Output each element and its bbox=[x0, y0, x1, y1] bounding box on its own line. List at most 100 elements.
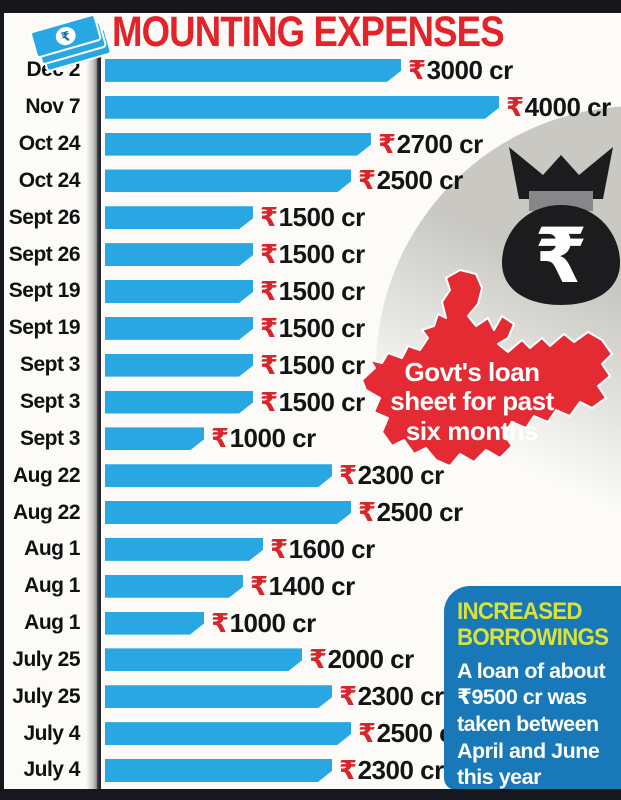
rupee-sign: ₹ bbox=[358, 166, 376, 197]
value-bar bbox=[105, 685, 332, 708]
rupee-symbol: ₹ bbox=[535, 211, 588, 300]
row-value-label: ₹1500 cr bbox=[260, 276, 365, 307]
chart-row: Aug 22 ₹2300 cr bbox=[4, 457, 621, 494]
amount-text: 1500 cr bbox=[278, 349, 366, 380]
chart-row: July 4 ₹2300 cr bbox=[4, 752, 621, 789]
amount-text: 2500 cr bbox=[376, 497, 464, 528]
chart-axis bbox=[86, 52, 101, 790]
info-body-line: April and June bbox=[457, 738, 600, 763]
map-callout-line: sheet for past bbox=[390, 386, 554, 417]
row-value-label: ₹2300 cr bbox=[339, 755, 444, 786]
bag-body bbox=[501, 205, 621, 305]
amount-text: 1500 cr bbox=[278, 275, 366, 306]
row-date-label: July 4 bbox=[23, 721, 80, 745]
value-bar bbox=[105, 722, 351, 745]
row-date-label: Oct 24 bbox=[18, 168, 81, 192]
row-date-label: Sept 19 bbox=[8, 316, 81, 340]
row-value-label: ₹4000 cr bbox=[506, 92, 611, 123]
row-value-label: ₹1500 cr bbox=[260, 350, 365, 381]
value-bar bbox=[105, 317, 253, 340]
amount-text: 2700 cr bbox=[396, 128, 484, 159]
rupee-sign: ₹ bbox=[250, 571, 268, 602]
value-bar bbox=[105, 759, 332, 782]
row-value-label: ₹2300 cr bbox=[339, 460, 444, 491]
row-date-label: July 25 bbox=[12, 684, 80, 708]
row-value-label: ₹1500 cr bbox=[260, 387, 365, 418]
amount-text: 2300 cr bbox=[357, 754, 445, 785]
row-value-label: ₹1500 cr bbox=[260, 202, 365, 233]
value-bar bbox=[105, 648, 302, 671]
amount-text: 1600 cr bbox=[288, 533, 376, 564]
chart-row: Sept 3 ₹1000 cr bbox=[4, 420, 621, 457]
amount-text: 2500 cr bbox=[376, 165, 464, 196]
row-value-label: ₹1400 cr bbox=[250, 571, 355, 602]
chart-row: Sept 3 ₹1500 cr bbox=[4, 347, 621, 384]
row-date-label: Aug 22 bbox=[12, 500, 81, 524]
chart-row: July 25 ₹2300 cr bbox=[4, 678, 621, 715]
amount-text: 1000 cr bbox=[229, 423, 317, 454]
rupee-sign: ₹ bbox=[260, 240, 278, 271]
madhya-pradesh-map-icon bbox=[361, 269, 613, 467]
row-date-label: Aug 1 bbox=[24, 611, 80, 635]
row-date-label: Sept 3 bbox=[19, 426, 81, 450]
rupee-sign: ₹ bbox=[270, 534, 288, 565]
rupee-sign: ₹ bbox=[339, 682, 357, 713]
chart-row: Aug 1 ₹1600 cr bbox=[4, 531, 621, 568]
amount-text: 4000 cr bbox=[524, 91, 612, 122]
row-date-label: Sept 26 bbox=[8, 242, 81, 266]
bag-flaps bbox=[509, 147, 613, 199]
value-bar bbox=[105, 169, 351, 192]
info-body-line: this year bbox=[457, 765, 541, 790]
row-date-label: Sept 3 bbox=[19, 353, 81, 377]
info-box-heading: INCREASED BORROWINGS bbox=[457, 599, 615, 651]
row-value-label: ₹1500 cr bbox=[260, 313, 365, 344]
rupee-sign: ₹ bbox=[408, 55, 426, 86]
page-title: MOUNTING EXPENSES bbox=[112, 8, 505, 56]
row-date-label: Sept 26 bbox=[8, 205, 81, 229]
value-bar bbox=[105, 280, 253, 303]
chart-row: Oct 24 ₹2700 cr bbox=[4, 126, 621, 163]
amount-text: 3000 cr bbox=[426, 54, 514, 85]
bottom-border bbox=[0, 789, 621, 800]
row-value-label: ₹3000 cr bbox=[408, 55, 513, 86]
rupee-sign: ₹ bbox=[358, 498, 376, 529]
info-heading-line: INCREASED bbox=[457, 598, 583, 625]
chart-row: Aug 22 ₹2500 cr bbox=[4, 494, 621, 531]
map-callout-line: Govt's loan bbox=[404, 357, 540, 387]
amount-text: 1500 cr bbox=[278, 202, 366, 233]
value-bar bbox=[105, 464, 332, 487]
banknote-rupee-symbol: ₹ bbox=[60, 29, 73, 46]
row-value-label: ₹1600 cr bbox=[270, 534, 375, 565]
row-value-label: ₹1500 cr bbox=[260, 239, 365, 270]
money-bag-icon: ₹ bbox=[501, 147, 621, 305]
row-value-label: ₹2500 cr bbox=[358, 497, 463, 528]
value-bar bbox=[105, 538, 263, 561]
chart-row: Sept 3 ₹1500 cr bbox=[4, 384, 621, 421]
row-date-label: July 25 bbox=[12, 647, 80, 671]
row-date-label: Sept 3 bbox=[19, 390, 81, 414]
value-bar bbox=[105, 133, 371, 156]
value-bar bbox=[105, 427, 204, 450]
value-bar bbox=[105, 501, 351, 524]
amount-text: 1500 cr bbox=[278, 239, 366, 270]
row-date-label: Oct 24 bbox=[18, 132, 81, 156]
rupee-sign: ₹ bbox=[358, 719, 376, 750]
value-bar bbox=[105, 575, 243, 598]
map-callout-line: six months bbox=[405, 415, 539, 446]
rupee-sign: ₹ bbox=[260, 387, 278, 418]
rupee-sign: ₹ bbox=[260, 203, 278, 234]
row-date-label: Aug 22 bbox=[12, 463, 81, 487]
bag-knot bbox=[529, 191, 593, 211]
row-value-label: ₹2300 cr bbox=[339, 681, 444, 712]
row-value-label: ₹2700 cr bbox=[378, 129, 483, 160]
info-body-line: A loan of about bbox=[457, 658, 606, 683]
amount-text: 1500 cr bbox=[278, 312, 366, 343]
rupee-sign: ₹ bbox=[260, 350, 278, 381]
chart-row: Sept 26 ₹1500 cr bbox=[4, 199, 621, 236]
rupee-sign: ₹ bbox=[339, 755, 357, 786]
info-box-body: A loan of about ₹9500 cr was taken betwe… bbox=[457, 658, 615, 791]
left-border bbox=[0, 0, 4, 800]
row-date-label: Nov 7 bbox=[25, 95, 80, 119]
chart-row: Aug 1 ₹1000 cr bbox=[4, 605, 621, 642]
